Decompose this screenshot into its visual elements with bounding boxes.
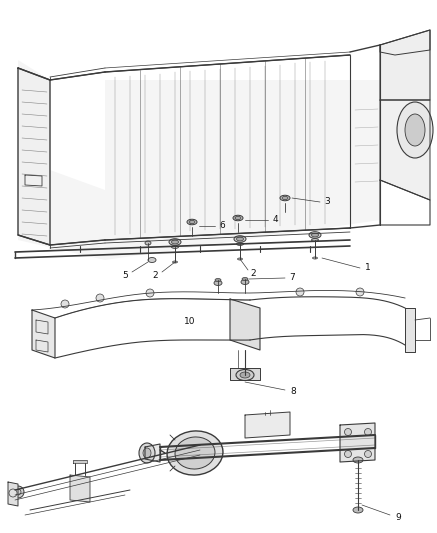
Polygon shape [18, 68, 50, 245]
Ellipse shape [215, 279, 221, 281]
Polygon shape [340, 423, 375, 462]
Ellipse shape [171, 240, 178, 244]
Circle shape [364, 450, 371, 457]
Polygon shape [380, 30, 430, 100]
Ellipse shape [236, 237, 243, 241]
Text: 1: 1 [365, 263, 371, 272]
Ellipse shape [353, 457, 363, 463]
Ellipse shape [280, 195, 290, 201]
Ellipse shape [309, 232, 321, 238]
Text: 7: 7 [289, 273, 295, 282]
Text: 10: 10 [184, 318, 196, 327]
Ellipse shape [312, 257, 317, 259]
Ellipse shape [233, 215, 243, 221]
Text: 2: 2 [250, 270, 256, 279]
Text: 9: 9 [395, 513, 401, 521]
Text: 8: 8 [290, 386, 296, 395]
Ellipse shape [139, 443, 155, 463]
Ellipse shape [187, 219, 197, 225]
Ellipse shape [312, 239, 319, 241]
Polygon shape [230, 299, 260, 350]
Circle shape [364, 429, 371, 435]
Ellipse shape [143, 448, 151, 458]
Ellipse shape [171, 246, 178, 248]
Polygon shape [405, 308, 415, 352]
Polygon shape [73, 460, 87, 463]
Ellipse shape [240, 372, 250, 378]
Polygon shape [145, 444, 160, 462]
Ellipse shape [169, 239, 181, 245]
Text: 5: 5 [122, 271, 128, 280]
Polygon shape [380, 100, 430, 200]
Ellipse shape [282, 196, 288, 200]
Polygon shape [32, 310, 55, 358]
Polygon shape [105, 80, 380, 260]
Circle shape [344, 450, 351, 457]
Ellipse shape [312, 233, 319, 237]
Circle shape [356, 288, 364, 296]
Ellipse shape [236, 369, 254, 381]
Ellipse shape [167, 431, 223, 475]
Ellipse shape [353, 507, 363, 513]
Ellipse shape [175, 437, 215, 469]
Ellipse shape [405, 114, 425, 146]
Circle shape [344, 429, 351, 435]
Text: 3: 3 [324, 198, 330, 206]
Circle shape [61, 300, 69, 308]
Text: 6: 6 [219, 222, 225, 230]
Ellipse shape [173, 261, 177, 263]
Text: 4: 4 [272, 215, 278, 224]
Text: 2: 2 [152, 271, 158, 279]
Circle shape [96, 294, 104, 302]
Ellipse shape [241, 279, 249, 285]
Circle shape [146, 289, 154, 297]
Ellipse shape [234, 236, 246, 243]
Polygon shape [8, 482, 18, 506]
Ellipse shape [238, 258, 243, 260]
Polygon shape [18, 60, 105, 260]
Ellipse shape [242, 278, 248, 280]
Ellipse shape [148, 257, 156, 262]
Ellipse shape [236, 243, 243, 245]
Ellipse shape [235, 216, 241, 220]
Ellipse shape [397, 102, 433, 158]
Polygon shape [70, 475, 90, 502]
Ellipse shape [214, 280, 222, 286]
Polygon shape [230, 368, 260, 380]
Circle shape [12, 486, 24, 498]
Circle shape [296, 288, 304, 296]
Ellipse shape [189, 220, 195, 224]
Ellipse shape [145, 241, 151, 245]
Polygon shape [245, 412, 290, 438]
